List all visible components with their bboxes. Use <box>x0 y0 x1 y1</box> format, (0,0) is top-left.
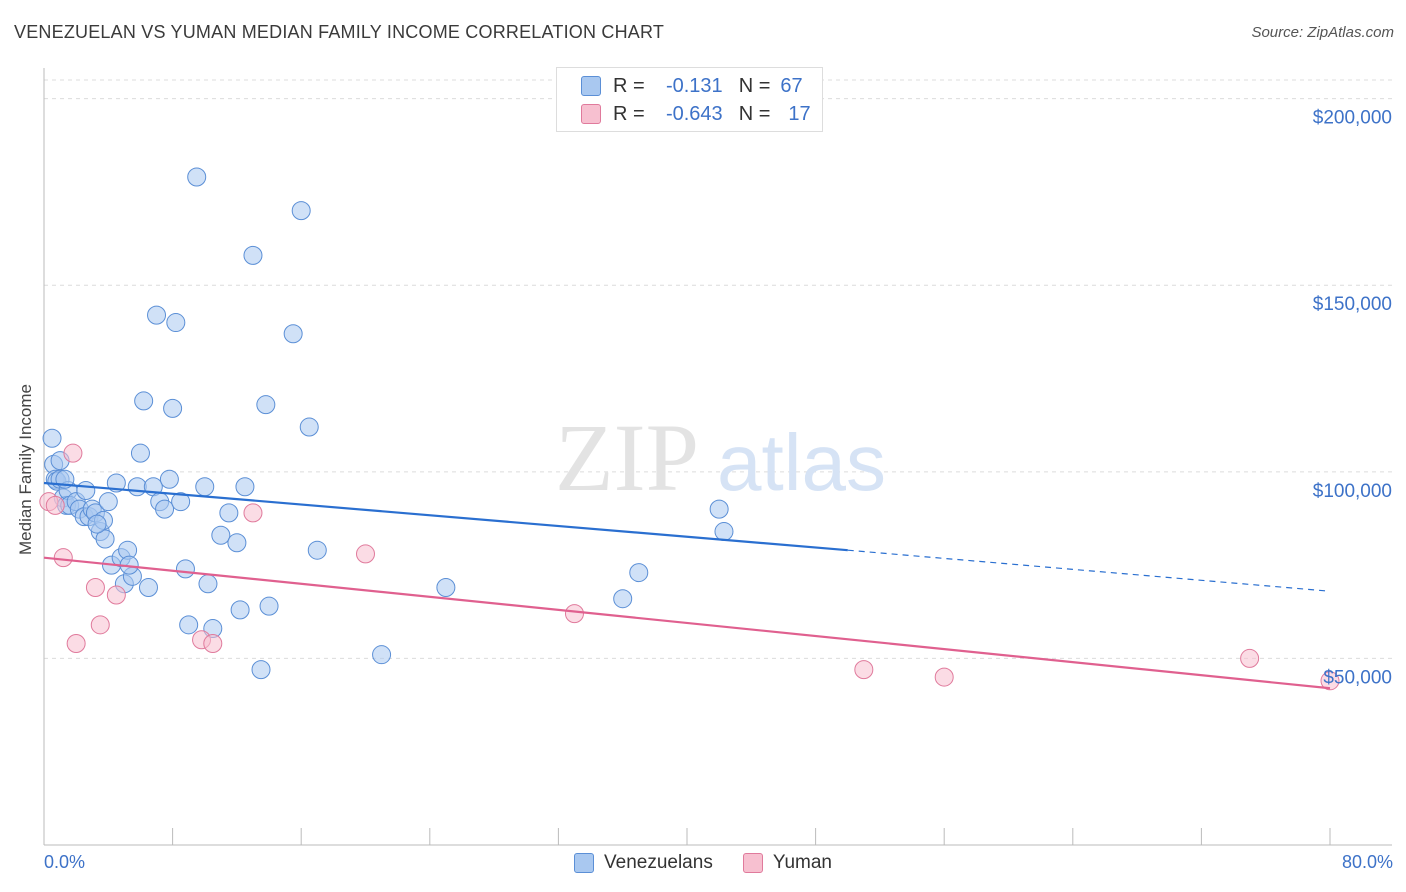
venezuelans-point <box>166 313 186 333</box>
yuman-point <box>90 615 110 635</box>
venezuelans-point <box>299 417 319 437</box>
y-tick-label: $50,000 <box>1323 667 1392 688</box>
yuman-point <box>1240 648 1260 668</box>
yuman-point <box>203 633 223 653</box>
chart-title: VENEZUELAN VS YUMAN MEDIAN FAMILY INCOME… <box>14 22 665 42</box>
venezuelans-point <box>171 492 191 512</box>
r-value: -0.643 <box>665 102 723 125</box>
venezuelans-point <box>372 645 392 665</box>
venezuelans-point <box>436 578 456 598</box>
venezuelans-point <box>629 563 649 583</box>
n-label: N = <box>738 74 771 97</box>
x-tick-label-max: 80.0% <box>1341 852 1393 872</box>
venezuelans-point <box>251 660 271 680</box>
yuman-point <box>243 503 263 523</box>
venezuelans-point <box>613 589 633 609</box>
venezuelans-point <box>291 201 311 221</box>
n-label: N = <box>738 102 771 125</box>
venezuelans-point <box>235 477 255 497</box>
venezuelans-point <box>230 600 250 620</box>
yuman-legend-swatch <box>742 853 763 873</box>
venezuelans-trend-extension <box>847 549 1331 592</box>
venezuelans-point <box>211 525 231 545</box>
venezuelans-point <box>159 469 179 489</box>
y-tick-label: $100,000 <box>1313 481 1392 502</box>
venezuelans-point <box>130 443 150 463</box>
yuman-point <box>106 585 126 605</box>
correlation-legend: R = -0.131 N = 67 R = -0.643 N = 17 <box>556 67 823 132</box>
series-legend: Venezuelans Yuman <box>0 852 1406 874</box>
venezuelans-point <box>195 477 215 497</box>
venezuelans-point <box>76 480 96 500</box>
y-tick-label: $150,000 <box>1313 294 1392 315</box>
yuman-point <box>66 633 86 653</box>
yuman-legend-label: Yuman <box>772 852 832 873</box>
venezuelans-point <box>198 574 218 594</box>
y-tick-label: $200,000 <box>1313 108 1392 129</box>
venezuelans-point <box>259 596 279 616</box>
legend-row-yuman: R = -0.643 N = 17 <box>557 100 811 128</box>
watermark: ZIP atlas <box>555 404 886 511</box>
venezuelans-point <box>709 499 729 519</box>
yuman-swatch <box>581 104 601 124</box>
n-value: 67 <box>780 74 803 97</box>
yuman-point <box>85 578 105 598</box>
venezuelans-point <box>42 428 62 448</box>
x-tick-label-min: 0.0% <box>44 852 86 872</box>
watermark-atlas: atlas <box>717 418 886 507</box>
venezuelans-point <box>179 615 199 635</box>
legend-item-yuman: Yuman <box>742 852 832 874</box>
venezuelans-point <box>227 533 247 553</box>
venezuelans-point <box>138 578 158 598</box>
axes <box>43 68 1392 846</box>
venezuelans-point <box>283 324 303 344</box>
venezuelans-swatch <box>581 76 601 96</box>
venezuelans-point <box>95 529 115 549</box>
yuman-point <box>934 667 954 687</box>
venezuelans-point <box>187 167 207 187</box>
yuman-point <box>564 604 584 624</box>
venezuelans-point <box>163 398 183 418</box>
venezuelans-point <box>714 522 734 542</box>
r-label: R = <box>613 74 645 97</box>
yuman-point <box>854 660 874 680</box>
venezuelans-legend-swatch <box>574 853 594 873</box>
source-credit: Source: ZipAtlas.com <box>1251 24 1394 41</box>
venezuelans-point <box>127 477 147 497</box>
venezuelans-point <box>256 395 276 415</box>
watermark-zip: ZIP <box>555 404 699 511</box>
venezuelans-point <box>175 559 195 579</box>
venezuelans-point <box>98 492 118 512</box>
yuman-trend-line <box>43 556 1331 690</box>
venezuelans-point <box>106 473 126 493</box>
r-value: -0.131 <box>665 74 723 97</box>
venezuelans-point <box>147 305 167 325</box>
venezuelans-point <box>243 245 263 265</box>
yuman-point <box>1320 671 1340 691</box>
yuman-point <box>45 495 65 515</box>
yuman-point <box>53 548 73 568</box>
venezuelans-point <box>87 514 107 534</box>
n-value: 17 <box>788 102 811 125</box>
venezuelans-point <box>134 391 154 411</box>
legend-row-venezuelans: R = -0.131 N = 67 <box>557 72 803 100</box>
yuman-point <box>63 443 83 463</box>
legend-item-venezuelans: Venezuelans <box>574 852 713 874</box>
yuman-point <box>356 544 375 564</box>
venezuelans-legend-label: Venezuelans <box>604 852 713 873</box>
r-label: R = <box>613 102 645 125</box>
grid-lines <box>44 79 1392 659</box>
venezuelans-point <box>155 499 175 519</box>
venezuelans-point <box>307 540 327 560</box>
venezuelans-trend-line <box>43 481 848 552</box>
venezuelans-point <box>219 503 239 523</box>
